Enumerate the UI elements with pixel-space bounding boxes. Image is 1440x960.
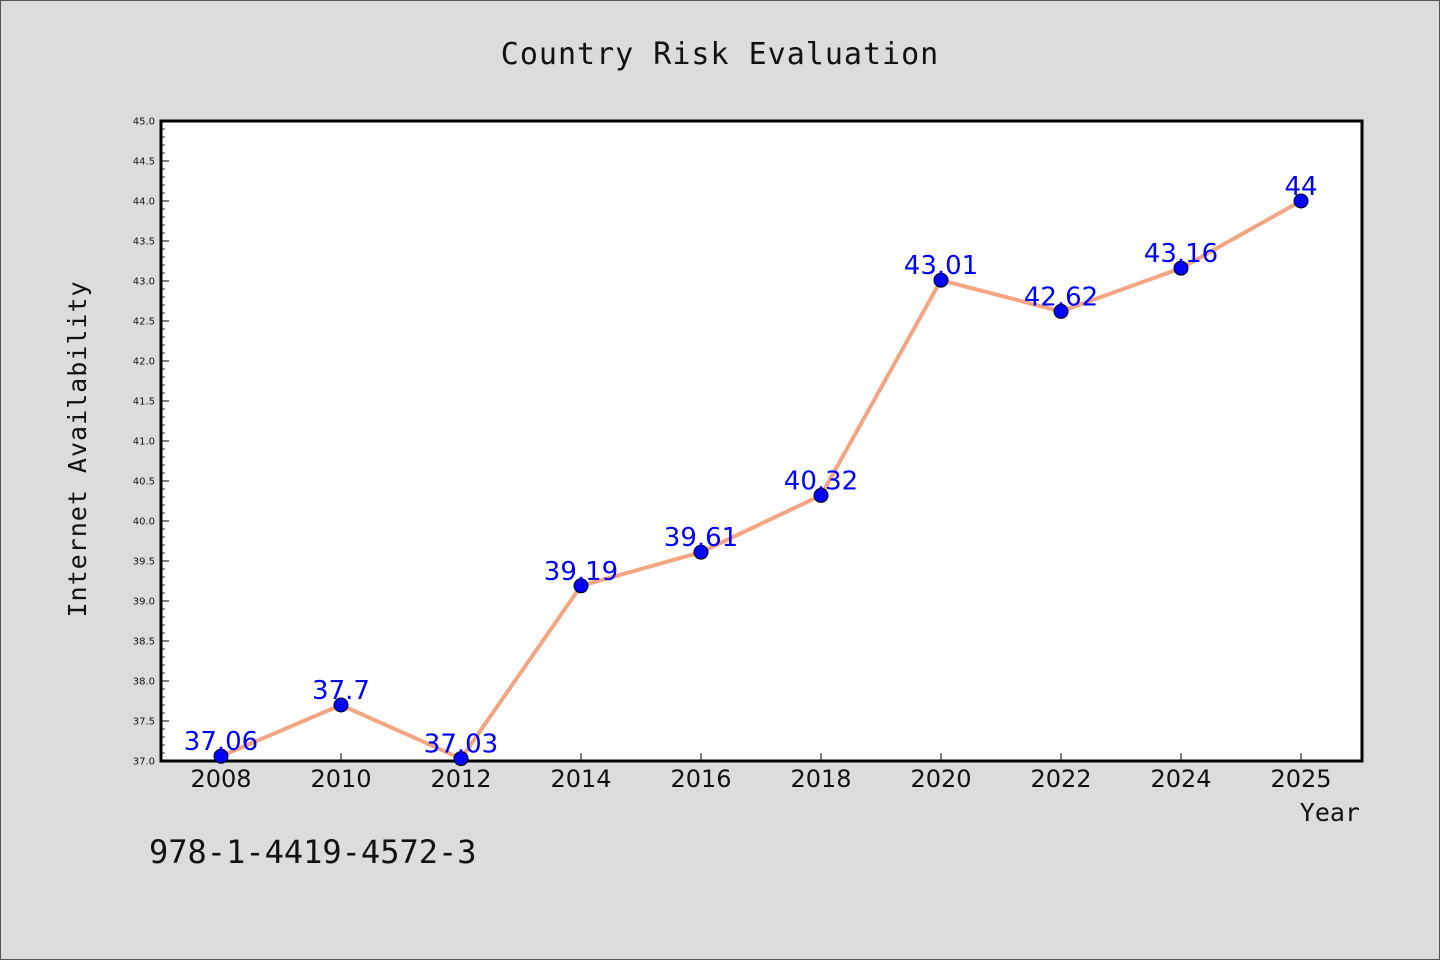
x-tick-label: 2022: [1030, 765, 1091, 793]
y-tick-label: 38.5: [133, 637, 155, 648]
x-tick-label: 2012: [430, 765, 491, 793]
y-tick-label: 40.0: [133, 517, 155, 528]
x-tick-label: 2024: [1150, 765, 1211, 793]
x-tick-label: 2018: [790, 765, 851, 793]
y-tick-label: 42.5: [133, 317, 155, 328]
data-point: [933, 272, 949, 288]
x-tick-label: 2010: [310, 765, 371, 793]
y-tick-label: 39.0: [133, 597, 155, 608]
y-tick-label: 41.0: [133, 437, 155, 448]
data-point: [1173, 260, 1189, 276]
x-tick-label: 2016: [670, 765, 731, 793]
x-tick-label: 2020: [910, 765, 971, 793]
y-tick-label: 42.0: [133, 357, 155, 368]
data-label: 37.7: [312, 676, 370, 706]
data-point: [213, 748, 229, 764]
y-tick-label: 43.0: [133, 277, 155, 288]
y-tick-label: 45.0: [133, 117, 155, 128]
y-tick-label: 37.5: [133, 717, 155, 728]
y-tick-label: 40.5: [133, 477, 155, 488]
data-label: 44: [1284, 172, 1317, 202]
y-tick-label: 37.0: [133, 757, 155, 768]
y-tick-label: 39.5: [133, 557, 155, 568]
x-tick-label: 2025: [1270, 765, 1331, 793]
isbn-text: 978-1-4419-4572-3: [149, 833, 477, 871]
data-label: 37.03: [424, 730, 498, 760]
data-point: [333, 697, 349, 713]
y-tick-label: 38.0: [133, 677, 155, 688]
y-tick-label: 44.0: [133, 197, 155, 208]
plot-area: [159, 119, 1364, 763]
x-axis: 2008 2010 2012 2014 2016 2018 2020 2022 2024 2025: [190, 753, 1332, 793]
x-tick-label: 2014: [550, 765, 611, 793]
data-label: 43.16: [1144, 239, 1218, 269]
data-label: 39.19: [544, 557, 618, 587]
y-tick-label: 44.5: [133, 157, 155, 168]
x-tick-label: 2008: [190, 765, 251, 793]
y-axis: 37.0 37.5 38.0 38.5 39.0 39.5 40.0 40.5 41.0 41.5…: [133, 117, 169, 768]
data-point: [693, 544, 709, 560]
chart-title: Country Risk Evaluation: [501, 37, 939, 72]
data-point: [1293, 193, 1309, 209]
data-label: 37.06: [184, 727, 258, 757]
data-point: [1053, 303, 1069, 319]
y-tick-label: 41.5: [133, 397, 155, 408]
series-line: [220, 199, 1302, 761]
data-label: 39.61: [664, 523, 738, 553]
data-point: [573, 578, 589, 594]
data-label: 43.01: [904, 251, 978, 281]
y-tick-label: 43.5: [133, 237, 155, 248]
data-label: 40.32: [784, 466, 858, 496]
series-layer: 37.06 37.7 37.03 39.19 39.61 40.32 43.01 42.62 4…: [184, 172, 1318, 767]
data-point: [813, 487, 829, 503]
y-axis-label: Internet Availability: [63, 280, 92, 617]
data-label: 42.62: [1024, 282, 1098, 312]
data-point: [453, 751, 469, 767]
x-axis-label: Year: [1300, 798, 1360, 827]
